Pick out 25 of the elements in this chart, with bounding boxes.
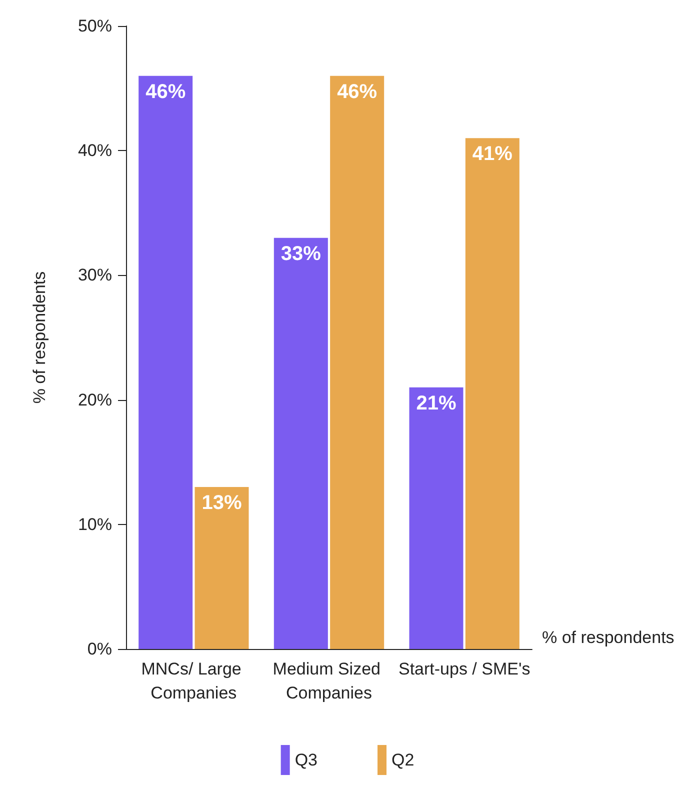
bar xyxy=(409,387,464,649)
bar xyxy=(330,76,384,649)
x-tick-label: MNCs/ Large Companies xyxy=(141,660,246,702)
y-tick-label: 50% xyxy=(78,16,112,36)
x-tick-label: Start-ups / SME's xyxy=(398,660,530,678)
bar xyxy=(465,138,520,649)
data-label: 33% xyxy=(280,242,322,265)
data-label: 13% xyxy=(202,492,242,514)
data-label: 46% xyxy=(337,80,378,103)
data-label: 46% xyxy=(146,80,186,103)
legend-label: Q3 xyxy=(294,750,318,770)
y-tick-label: 20% xyxy=(78,390,112,410)
bar xyxy=(274,238,328,649)
bar xyxy=(138,76,193,649)
y-axis-title: % of respondents xyxy=(30,271,49,404)
bar xyxy=(194,487,249,649)
y-tick-label: 0% xyxy=(87,640,112,658)
x-tick-label: Medium Sized Companies xyxy=(272,660,386,702)
data-label: 41% xyxy=(472,143,513,166)
y-tick-label: 10% xyxy=(78,514,112,534)
y-tick-label: 30% xyxy=(78,266,112,285)
legend-label: Q2 xyxy=(392,750,414,770)
y-tick-label: 40% xyxy=(78,141,112,160)
x-axis-title: % of respondents xyxy=(542,628,674,647)
data-label: 21% xyxy=(416,392,456,414)
